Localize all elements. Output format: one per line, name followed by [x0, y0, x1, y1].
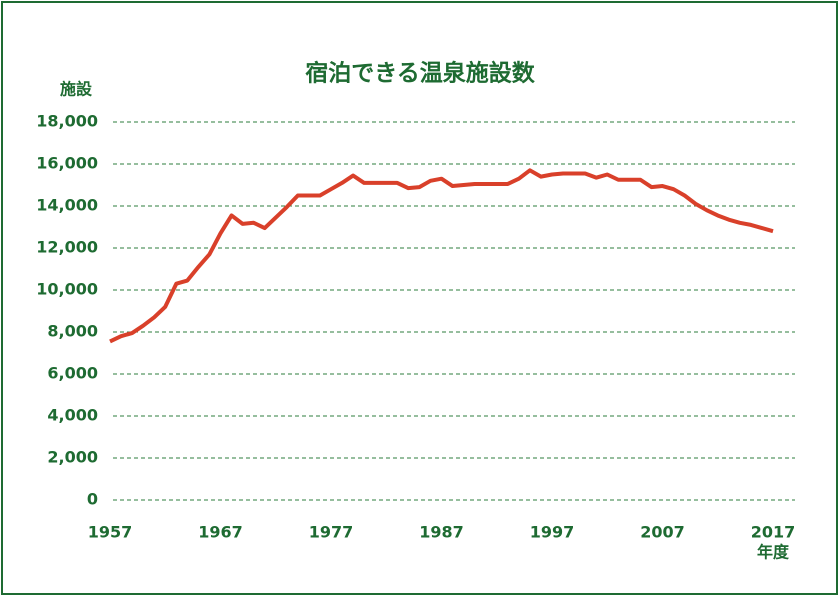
y-tick-label: 14,000 [36, 196, 98, 215]
data-line [109, 168, 774, 344]
x-tick-label: 1997 [530, 523, 575, 542]
x-tick-label: 1957 [88, 523, 133, 542]
y-tick-label: 18,000 [36, 112, 98, 131]
y-tick-label: 2,000 [47, 448, 98, 467]
chart-title: 宿泊できる温泉施設数 [305, 60, 536, 87]
x-axis-label: 年度 [757, 543, 790, 562]
y-tick-label: 12,000 [36, 238, 98, 257]
y-tick-label: 10,000 [36, 280, 98, 299]
y-tick-label: 6,000 [47, 364, 98, 383]
x-tick-label: 1977 [309, 523, 354, 542]
y-tick-label: 16,000 [36, 154, 98, 173]
x-tick-label: 1967 [198, 523, 243, 542]
y-tick-label: 8,000 [47, 322, 98, 341]
x-tick-label: 2007 [640, 523, 685, 542]
y-axis-label: 施設 [60, 80, 93, 99]
x-tick-label: 1987 [419, 523, 464, 542]
x-tick-label: 2017 [751, 523, 796, 542]
y-tick-label: 0 [87, 490, 98, 509]
y-tick-label: 4,000 [47, 406, 98, 425]
